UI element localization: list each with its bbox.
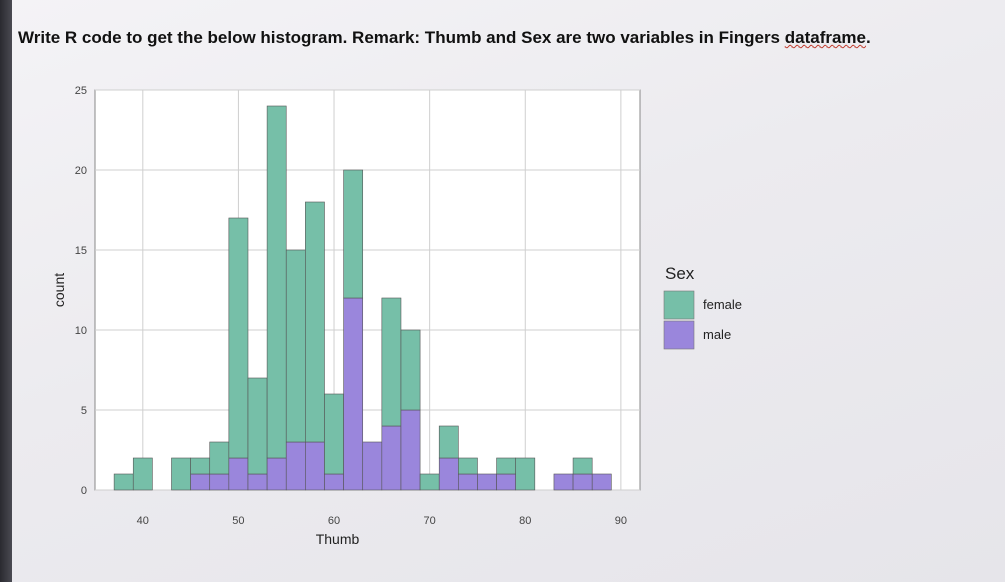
bar-female	[266, 105, 287, 459]
y-axis-title: count	[51, 273, 67, 307]
x-tick-label: 90	[615, 515, 627, 527]
bar-male	[266, 457, 287, 491]
bar-female	[343, 169, 364, 299]
spellcheck-flagged-word: dataframe	[784, 28, 867, 47]
y-tick-label: 20	[75, 165, 87, 177]
bar-male	[458, 473, 478, 491]
x-tick-labels: 40 50 60 70 80 90	[137, 515, 627, 527]
bar-male	[553, 473, 574, 491]
legend: Sex female male	[663, 264, 742, 350]
bar-male	[209, 473, 230, 491]
bar-female	[381, 297, 402, 427]
bar-female	[515, 457, 536, 491]
x-tick-label: 70	[424, 515, 436, 527]
y-tick-label: 25	[75, 85, 87, 97]
bar-male	[438, 457, 459, 491]
bar-male	[496, 473, 517, 491]
bar-male	[400, 409, 421, 491]
bar-female	[458, 457, 478, 475]
x-tick-label: 40	[137, 515, 149, 527]
bar-female	[190, 457, 211, 475]
legend-label-female: female	[703, 297, 742, 312]
legend-label-male: male	[703, 327, 731, 342]
question-main: Write R code to get the below histogram.…	[18, 28, 785, 47]
bar-female	[572, 457, 593, 475]
bar-male	[324, 473, 344, 491]
y-tick-label: 15	[75, 245, 87, 257]
bar-female	[228, 217, 249, 459]
x-tick-label: 80	[519, 515, 531, 527]
bar-male	[228, 457, 249, 491]
plot-panel	[94, 89, 641, 491]
bar-male	[285, 441, 306, 491]
bar-female	[285, 249, 306, 443]
bar-male	[591, 473, 612, 491]
bar-male	[362, 441, 383, 491]
x-tick-label: 50	[232, 515, 244, 527]
bar-female	[305, 201, 325, 443]
bar-male	[305, 441, 325, 491]
bar-female	[247, 377, 268, 475]
bar-male	[477, 473, 497, 491]
bar-female	[132, 457, 153, 491]
bar-female	[113, 473, 134, 491]
bars	[113, 105, 612, 491]
y-tick-label: 0	[81, 485, 87, 497]
bar-female	[324, 393, 344, 475]
y-tick-label: 5	[81, 405, 87, 417]
grid-lines	[95, 89, 640, 491]
bar-female	[400, 329, 421, 411]
question-end: .	[866, 28, 871, 47]
question-text: Write R code to get the below histogram.…	[18, 28, 978, 48]
x-tick-label: 60	[328, 515, 340, 527]
y-tick-labels: 0 5 10 15 20 25	[75, 85, 87, 497]
x-axis-title: Thumb	[316, 531, 360, 547]
bar-male	[190, 473, 211, 491]
legend-title: Sex	[665, 264, 695, 283]
bar-male	[343, 297, 364, 491]
legend-key-female	[663, 290, 695, 320]
bar-female	[438, 425, 459, 459]
bar-male	[572, 473, 593, 491]
legend-key-male	[663, 320, 695, 350]
bar-female	[419, 473, 440, 491]
bar-female	[209, 441, 230, 475]
bar-male	[247, 473, 268, 491]
bar-female	[496, 457, 517, 475]
y-tick-label: 10	[75, 325, 87, 337]
screen-edge	[0, 0, 12, 582]
bar-male	[381, 425, 402, 491]
bar-female	[171, 457, 191, 491]
